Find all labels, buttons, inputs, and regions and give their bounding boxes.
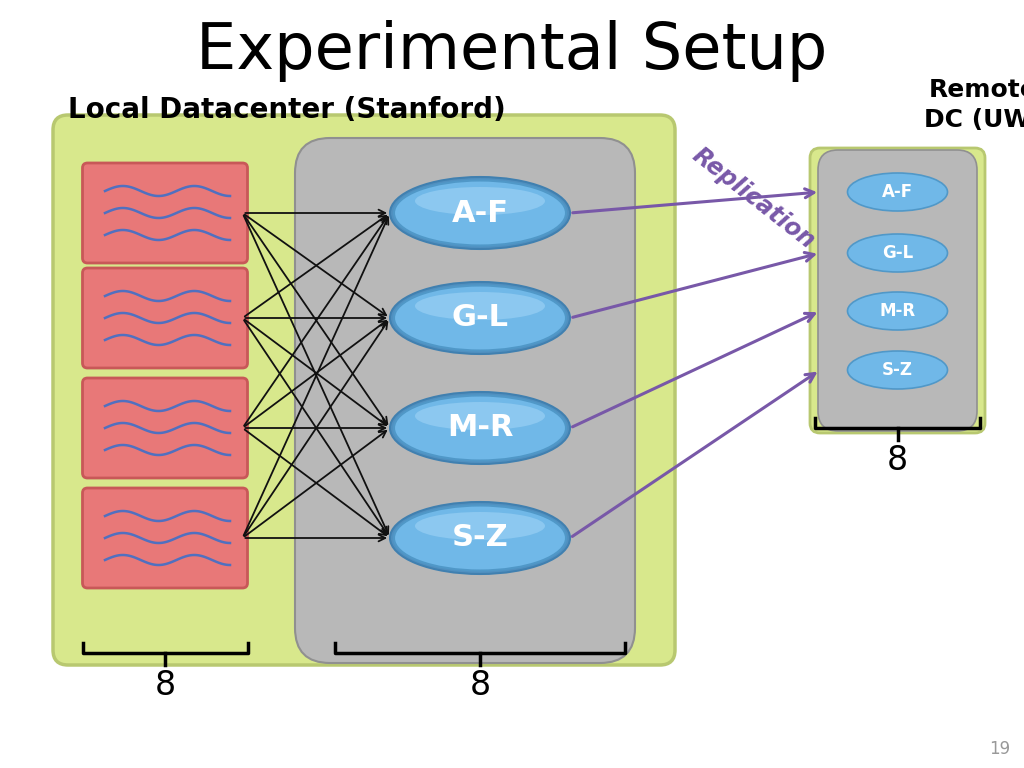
Text: S-Z: S-Z [882, 361, 913, 379]
Ellipse shape [415, 292, 545, 320]
Ellipse shape [848, 173, 947, 211]
Text: G-L: G-L [882, 244, 913, 262]
FancyBboxPatch shape [83, 163, 248, 263]
Text: A-F: A-F [882, 183, 913, 201]
Text: G-L: G-L [452, 303, 509, 333]
FancyBboxPatch shape [818, 150, 977, 431]
Ellipse shape [390, 392, 570, 464]
Text: Local Datacenter (Stanford): Local Datacenter (Stanford) [68, 96, 506, 124]
FancyBboxPatch shape [295, 138, 635, 663]
Ellipse shape [415, 512, 545, 540]
Ellipse shape [848, 351, 947, 389]
Text: 8: 8 [155, 669, 175, 702]
Text: Remote
DC (UW): Remote DC (UW) [924, 78, 1024, 131]
Ellipse shape [394, 396, 566, 461]
Ellipse shape [848, 234, 947, 272]
Text: M-R: M-R [446, 413, 513, 442]
FancyBboxPatch shape [810, 148, 985, 433]
FancyBboxPatch shape [53, 115, 675, 665]
Text: S-Z: S-Z [452, 524, 508, 552]
Ellipse shape [394, 505, 566, 571]
Ellipse shape [390, 282, 570, 354]
Text: 8: 8 [887, 444, 908, 477]
Ellipse shape [394, 286, 566, 350]
Text: Experimental Setup: Experimental Setup [197, 20, 827, 82]
Ellipse shape [415, 187, 545, 215]
FancyBboxPatch shape [83, 488, 248, 588]
Ellipse shape [394, 180, 566, 246]
Ellipse shape [848, 292, 947, 330]
Ellipse shape [390, 177, 570, 249]
FancyBboxPatch shape [83, 378, 248, 478]
Text: 19: 19 [989, 740, 1010, 758]
Text: 8: 8 [469, 669, 490, 702]
Ellipse shape [415, 402, 545, 430]
Ellipse shape [390, 502, 570, 574]
Text: Replication: Replication [688, 143, 820, 253]
FancyBboxPatch shape [83, 268, 248, 368]
Text: M-R: M-R [880, 302, 915, 320]
Text: A-F: A-F [452, 198, 509, 227]
